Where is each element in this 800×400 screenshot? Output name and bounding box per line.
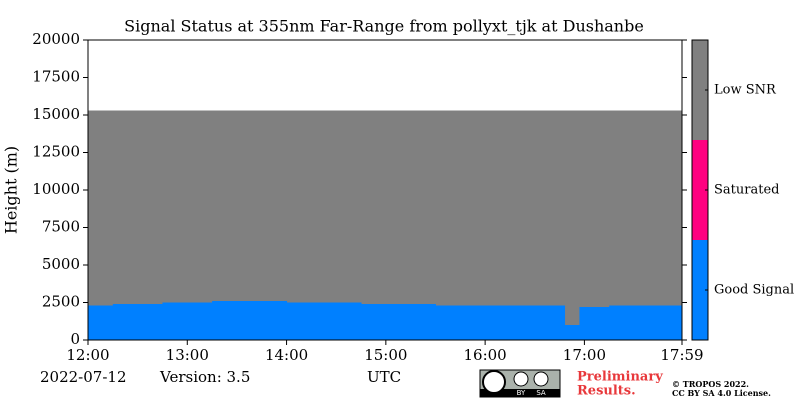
good-signal-column <box>485 305 511 340</box>
good-signal-column <box>609 305 635 340</box>
y-tick-label: 2500 <box>42 293 80 311</box>
badge-sa-icon <box>533 371 549 387</box>
good-signal-column <box>112 304 139 340</box>
good-signal-column <box>435 305 461 340</box>
colorbar-frame <box>691 39 709 341</box>
version: Version: 3.5 <box>159 368 250 386</box>
good-signal-column <box>88 305 114 340</box>
good-signal-column <box>187 302 213 340</box>
good-signal-column <box>634 305 660 340</box>
good-signal-column <box>311 302 337 340</box>
x-tick-label: 17:00 <box>563 346 606 364</box>
y-tick-label: 7500 <box>42 218 80 236</box>
y-tick-label: 5000 <box>42 255 80 273</box>
y-tick-label: 20000 <box>32 30 80 48</box>
x-tick-label: 14:00 <box>265 346 308 364</box>
y-axis-label: Height (m) <box>2 146 21 234</box>
colorbar-segment <box>692 140 708 240</box>
license-line: CC BY SA 4.0 License. <box>672 388 771 398</box>
colorbar-label: Saturated <box>714 183 779 198</box>
badge-strip <box>480 389 560 397</box>
y-tick-label: 12500 <box>32 143 80 161</box>
good-signal-column <box>509 305 536 340</box>
good-signal-column <box>261 301 288 340</box>
good-signal-column <box>162 302 188 340</box>
badge-sa: SA <box>536 389 546 397</box>
license-line: © TROPOS 2022. <box>672 379 749 389</box>
low-snr-region <box>88 110 682 340</box>
colorbar-segment <box>692 240 708 340</box>
good-signal-column <box>579 307 610 340</box>
good-signal-column <box>385 304 412 340</box>
good-signal-column <box>410 304 436 340</box>
good-signal-column <box>361 304 387 340</box>
good-signal-column <box>336 302 362 340</box>
date: 2022-07-12 <box>40 368 126 386</box>
y-tick-label: 10000 <box>32 180 80 198</box>
good-signal-column <box>534 305 566 340</box>
good-signal-column <box>564 325 580 340</box>
badge-by-icon <box>513 371 529 387</box>
y-tick-label: 0 <box>70 330 80 348</box>
x-tick-label: 13:00 <box>166 346 209 364</box>
colorbar-label: Low SNR <box>714 83 777 98</box>
license-badge: BY SA <box>479 369 561 398</box>
good-signal-column <box>658 305 683 340</box>
x-tick-label: 17:59 <box>660 346 703 364</box>
x-tick-label: 12:00 <box>66 346 109 364</box>
notice-line: Results. <box>577 384 636 399</box>
badge-by: BY <box>517 389 526 397</box>
good-signal-column <box>460 305 486 340</box>
good-signal-column <box>212 301 238 340</box>
y-tick-label: 15000 <box>32 105 80 123</box>
y-tick-label: 17500 <box>32 68 80 86</box>
notice-line: Preliminary <box>577 370 663 385</box>
good-signal-column <box>137 304 163 340</box>
good-signal-column <box>286 302 312 340</box>
colorbar-label: Good Signal <box>714 283 794 298</box>
x-tick-label: 16:00 <box>464 346 507 364</box>
good-signal-column <box>236 301 263 340</box>
badge-cc <box>482 370 506 394</box>
chart-title: Signal Status at 355nm Far-Range from po… <box>124 17 644 36</box>
colorbar-segment <box>692 40 708 140</box>
x-tick-label: 15:00 <box>364 346 407 364</box>
x-axis-label: UTC <box>367 368 401 386</box>
